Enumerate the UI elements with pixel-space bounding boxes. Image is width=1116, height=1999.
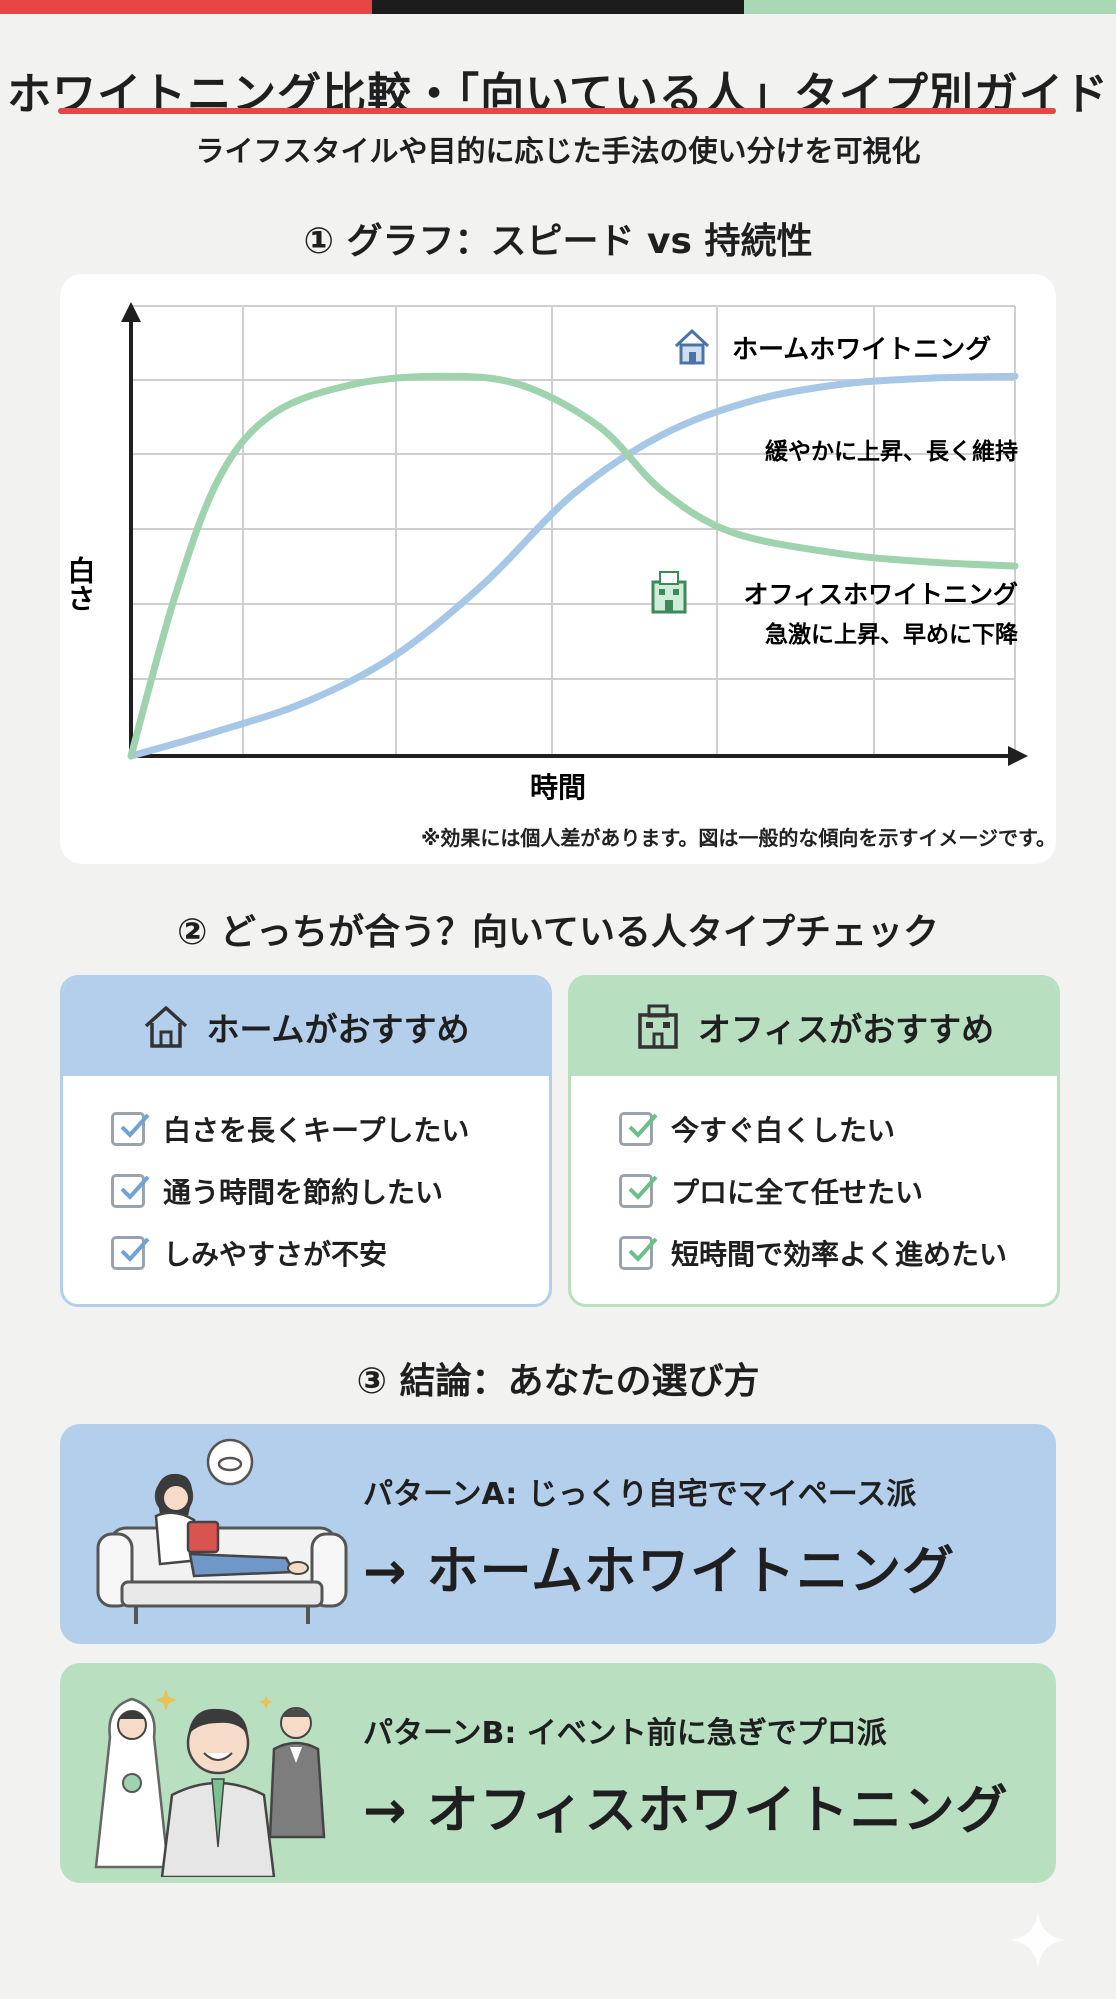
checkbox-icon [619,1236,658,1270]
line-chart: 白さ 時間 ホームホワイトニング 緩やかに上昇、長く維持 オフィスホワイトニング… [64,302,1028,804]
x-axis-arrow [1008,746,1028,766]
home-whitening-line [127,372,1019,760]
office-card-title: オフィスがおすすめ [697,1010,995,1049]
house-icon [145,1006,188,1048]
list-item: 短時間で効率よく進めたい [619,1222,1057,1284]
home-check-list: 白さを長くキープしたい 通う時間を節約したい しみやすさが不安 [63,1076,549,1284]
page-subtitle: ライフスタイルや目的に応じた手法の使い分けを可視化 [195,134,921,168]
office-whitening-line [127,372,1019,760]
home-item-label: 通う時間を節約したい [163,1176,444,1209]
home-recommend-card: ホームがおすすめ 白さを長くキープしたい 通う時間を節約したい しみやすさが不安 [60,975,552,1307]
chart-series [127,372,1019,760]
section3-heading: ③ 結論：あなたの選び方 [356,1361,760,1402]
list-item: プロに全て任せたい [619,1160,1057,1222]
home-series-description: 緩やかに上昇、長く維持 [765,438,1018,465]
checkbox-icon [111,1112,150,1146]
home-series-name: ホームホワイトニング [732,335,991,365]
list-item: 通う時間を節約したい [111,1160,549,1222]
y-axis-label: 白さ [64,555,97,612]
pattern-b-subtitle: パターンB: イベント前に急ぎでプロ派 [363,1716,887,1751]
title-underline [58,108,1056,114]
checkbox-icon [111,1174,150,1208]
office-card-header: オフィスがおすすめ [571,978,1057,1076]
checkbox-icon [619,1174,658,1208]
checkbox-icon [111,1236,150,1270]
pattern-a-panel: パターンA: じっくり自宅でマイペース派 → ホームホワイトニング [60,1424,1056,1644]
top-color-strip [0,0,1116,14]
chart-card: 白さ 時間 ホームホワイトニング 緩やかに上昇、長く維持 オフィスホワイトニング… [60,274,1056,864]
pattern-b-result: → オフィスホワイトニング [363,1781,1009,1841]
office-check-list: 今すぐ白くしたい プロに全て任せたい 短時間で効率よく進めたい [571,1076,1057,1284]
home-item-label: 白さを長くキープしたい [163,1114,470,1147]
woman-reading-on-sofa-illustration [96,1438,348,1624]
home-item-label: しみやすさが不安 [163,1238,388,1271]
list-item: 白さを長くキープしたい [111,1098,549,1160]
home-card-title: ホームがおすすめ [206,1010,470,1049]
office-building-icon [638,1004,678,1049]
pattern-b-panel: パターンB: イベント前に急ぎでプロ派 → オフィスホワイトニング [60,1663,1056,1883]
home-card-header: ホームがおすすめ [63,978,549,1076]
y-axis-arrow [121,302,141,322]
wedding-couple-and-smiling-man-illustration [94,1689,326,1877]
x-axis-label: 時間 [530,771,586,804]
chart-grid [130,305,1016,757]
office-series-description: 急激に上昇、早めに下降 [765,621,1019,648]
section1-heading: ① グラフ：スピード vs 持続性 [303,221,813,262]
office-item-label: 今すぐ白くしたい [671,1114,896,1147]
pattern-a-result: → ホームホワイトニング [363,1542,956,1602]
list-item: しみやすさが不安 [111,1222,549,1284]
chart-note: ※効果には個人差があります。図は一般的な傾向を示すイメージです。 [420,826,1056,850]
chart-axes [121,302,1028,766]
house-icon [674,328,710,365]
section2-heading: ② どっちが合う？向いている人タイプチェック [177,912,939,953]
office-item-label: 短時間で効率よく進めたい [671,1238,1008,1271]
pattern-a-subtitle: パターンA: じっくり自宅でマイペース派 [363,1477,917,1512]
office-recommend-card: オフィスがおすすめ 今すぐ白くしたい プロに全て任せたい 短時間で効率よく進めた… [568,975,1060,1307]
home-series-label [674,328,710,365]
list-item: 今すぐ白くしたい [619,1098,1057,1160]
office-item-label: プロに全て任せたい [671,1176,924,1209]
office-building-icon [651,571,687,614]
checkbox-icon [619,1112,658,1146]
sparkle-icon [1010,1912,1066,1968]
office-series-name: オフィスホワイトニング [743,580,1018,609]
